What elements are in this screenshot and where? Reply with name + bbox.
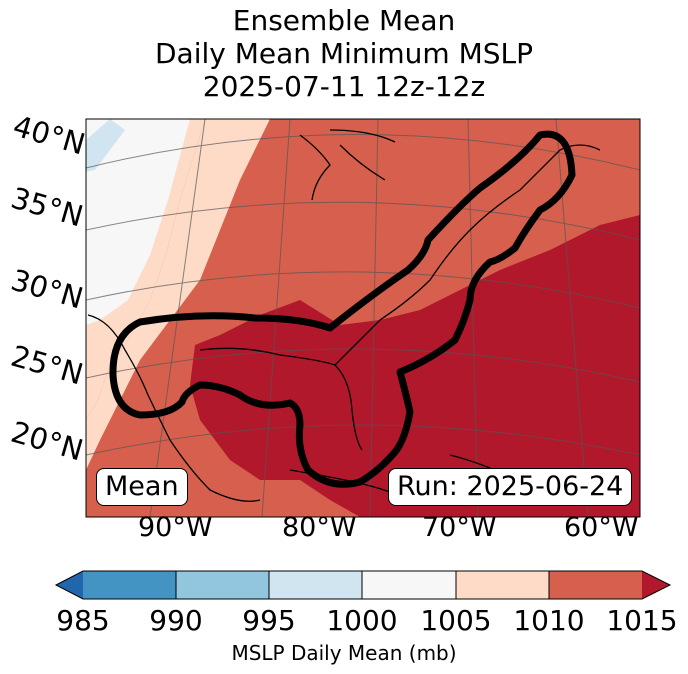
field-990-995 (86, 119, 125, 172)
lon-label-70: 70°W (422, 512, 497, 543)
lon-label-90: 90°W (138, 512, 213, 543)
title-line-3: 2025-07-11 12z-12z (202, 70, 486, 103)
cbar-swatch (455, 571, 550, 599)
field-1005-1010 (86, 119, 270, 470)
cbar-swatch (269, 571, 363, 599)
cbar-tick-990: 990 (149, 604, 203, 637)
field-995-1000 (86, 119, 190, 325)
cbar-swatch (362, 571, 457, 599)
cbar-tick-1000: 1000 (326, 604, 398, 637)
contour-1010 (109, 130, 576, 488)
title-line-2: Daily Mean Minimum MSLP (154, 37, 533, 70)
title-line-1: Ensemble Mean (232, 4, 456, 37)
cbar-extend-high (642, 571, 670, 599)
coastlines (87, 129, 601, 502)
mean-label-box: Mean (96, 468, 188, 506)
cbar-tick-1010: 1010 (513, 604, 585, 637)
map-frame (85, 118, 641, 518)
cbar-swatch (83, 571, 177, 599)
colorbar-label: MSLP Daily Mean (mb) (231, 641, 457, 665)
cbar-swatch (176, 571, 270, 599)
cbar-tick-985: 985 (56, 604, 110, 637)
run-label-box: Run: 2025-06-24 (388, 468, 633, 506)
lon-label-60: 60°W (564, 512, 639, 543)
lon-label-80: 80°W (282, 512, 357, 543)
cbar-tick-995: 995 (242, 604, 296, 637)
cbar-extend-low (56, 571, 83, 599)
cbar-swatch (548, 571, 643, 599)
cbar-tick-1015: 1015 (606, 604, 678, 637)
cbar-tick-1005: 1005 (420, 604, 492, 637)
